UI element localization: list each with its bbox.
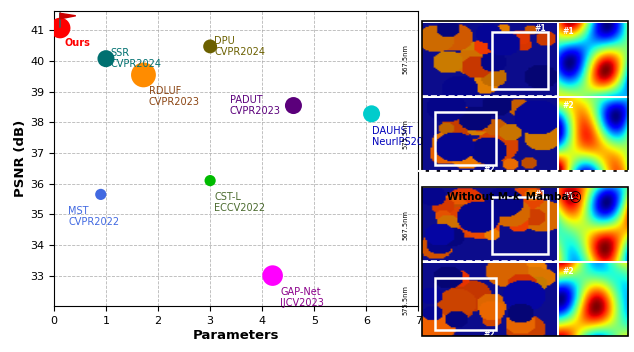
Text: 😣: 😣 (569, 192, 583, 205)
Text: GAP-Net
IJCV2023: GAP-Net IJCV2023 (280, 287, 325, 308)
Text: #1: #1 (562, 192, 574, 201)
Point (96, 191, 106, 197)
X-axis label: Parameters: Parameters (193, 329, 280, 342)
Text: DPU
CVPR2024: DPU CVPR2024 (214, 36, 265, 57)
Text: 567.5nm: 567.5nm (403, 210, 408, 240)
Bar (492, 197, 548, 254)
Y-axis label: PSNR (dB): PSNR (dB) (14, 120, 27, 197)
Text: SSR
CVPR2024: SSR CVPR2024 (110, 48, 161, 69)
Bar (435, 278, 496, 330)
Point (366, 111, 377, 117)
Text: DAUHST
NeurIPS2022: DAUHST NeurIPS2022 (372, 126, 435, 147)
Text: RDLUF
CVPR2023: RDLUF CVPR2023 (148, 86, 200, 107)
Text: Without M-: Without M- (447, 192, 512, 202)
Text: 575.5nm: 575.5nm (403, 285, 408, 315)
Text: 575.5nm: 575.5nm (403, 119, 408, 149)
Text: 567.5nm: 567.5nm (403, 44, 408, 74)
Text: #2: #2 (483, 165, 495, 174)
Point (205, 44, 215, 49)
Text: #2: #2 (562, 267, 574, 276)
Text: Mamba: Mamba (522, 192, 569, 202)
Text: MST
CVPR2022: MST CVPR2022 (68, 206, 120, 227)
Bar (492, 32, 548, 89)
Point (268, 273, 278, 278)
Point (205, 178, 215, 183)
Text: CST-L
ECCV2022: CST-L ECCV2022 (214, 192, 266, 213)
Point (101, 56, 111, 62)
Point (288, 103, 299, 108)
Text: Ours: Ours (64, 38, 90, 48)
Text: PADUT
CVPR2023: PADUT CVPR2023 (230, 95, 281, 116)
Text: k: k (512, 192, 519, 202)
Polygon shape (60, 13, 76, 19)
Text: #1: #1 (534, 24, 546, 33)
Text: #2: #2 (483, 330, 495, 339)
Text: #2: #2 (562, 101, 574, 110)
Text: #1: #1 (562, 26, 574, 36)
Point (55, 25, 65, 31)
Text: #1: #1 (534, 190, 546, 199)
Bar (435, 112, 496, 165)
Point (138, 72, 148, 78)
